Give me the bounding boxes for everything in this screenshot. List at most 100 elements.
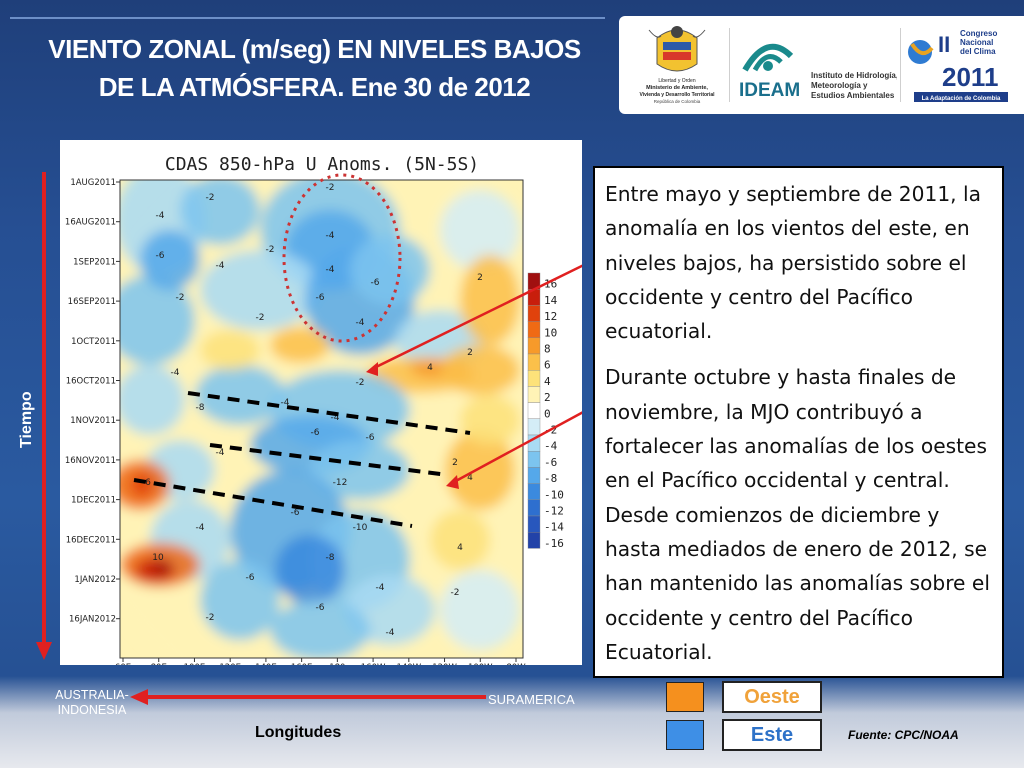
- anomaly-blob: [460, 395, 520, 445]
- anomaly-blob: [440, 190, 520, 270]
- logo-divider: [729, 28, 730, 102]
- chart-svg: CDAS 850-hPa U Anoms. (5N-5S) -2 -2 -4 -4 -2…: [65, 154, 582, 665]
- contour-label: -4: [171, 368, 180, 378]
- contour-label: 4: [467, 473, 473, 483]
- oeste-swatch: [666, 682, 704, 712]
- contour-label: -4: [216, 261, 225, 271]
- contour-label: -10: [353, 523, 368, 533]
- congress-year: 2011: [942, 62, 998, 92]
- ideam-line-1: Instituto de Hidrología,: [811, 71, 897, 80]
- bottom-band: [0, 676, 1024, 768]
- oeste-label: Oeste: [722, 681, 822, 713]
- contour-labels: -2-2-4-4-2-6-4 -4-6-6-2-2 -4242-4-2-4-4-8-…: [145, 183, 483, 638]
- y-tick-label: 1NOV2011: [70, 416, 116, 426]
- contour-label: 10: [152, 553, 164, 563]
- anomaly-blob: [200, 560, 280, 640]
- x-tick-label: 160E: [291, 663, 313, 665]
- colorbar-label: -8: [544, 472, 557, 485]
- title-line-1: VIENTO ZONAL (m/seg) EN NIVELES BAJOS: [48, 34, 581, 64]
- x-tick-label: 120E: [219, 663, 241, 665]
- contour-label: 2: [477, 273, 483, 283]
- colorbar-segment: [527, 467, 541, 484]
- ideam-logo: IDEAM Instituto de Hidrología, Meteorolo…: [737, 26, 898, 106]
- colorbar-label: -6: [544, 456, 557, 469]
- colorbar-label: -14: [544, 521, 564, 534]
- este-swatch: [666, 720, 704, 750]
- contour-label: -6: [371, 278, 380, 288]
- colorbar-segment: [527, 499, 541, 517]
- top-divider: [10, 17, 605, 19]
- gov-small-line-2: Ministerio de Ambiente,: [646, 85, 708, 91]
- colorbar-label: 8: [544, 343, 551, 356]
- contour-label: -6: [291, 508, 300, 518]
- congress-banner: La Adaptación de Colombia: [922, 96, 1001, 102]
- gov-small-line-1: Libertad y Orden: [658, 78, 695, 84]
- anomaly-blob: [460, 255, 520, 345]
- pointer-arrow-1: [373, 264, 582, 370]
- hovmoller-chart: CDAS 850-hPa U Anoms. (5N-5S) -2 -2 -4 -4 -2…: [60, 140, 582, 665]
- logo-divider: [900, 28, 901, 102]
- colorbar-segment: [527, 402, 541, 420]
- x-axis-ticks: 60E 80E 100E 120E 140E 160E 180 160W 140W 120W 100…: [115, 658, 526, 665]
- contour-label: 2: [467, 348, 473, 358]
- colorbar-label: 12: [544, 310, 557, 323]
- paragraph-1: Entre mayo y septiembre de 2011, la anom…: [605, 182, 981, 344]
- contour-label: -2: [266, 245, 275, 255]
- contour-label: -2: [206, 613, 215, 623]
- anomaly-blob: [310, 440, 410, 500]
- colorbar-segment: [527, 369, 541, 387]
- anomaly-blob: [270, 600, 370, 658]
- highlight-ellipse: [282, 173, 402, 343]
- anomaly-blob: [275, 535, 345, 605]
- contour-label: -4: [326, 231, 335, 241]
- colorbar-segment: [527, 337, 541, 355]
- x-tick-label: 80W: [506, 663, 526, 665]
- contour-label: 4: [427, 363, 433, 373]
- anomaly-blob: [200, 250, 320, 330]
- x-tick-label: 140W: [396, 663, 421, 665]
- contour-label: -2: [206, 193, 215, 203]
- contour-label: -6: [246, 573, 255, 583]
- contour-label: -2: [176, 293, 185, 303]
- contour-label: -8: [196, 403, 205, 413]
- y-tick-label: 16DEC2011: [66, 535, 116, 545]
- contour-label: -4: [216, 448, 225, 458]
- anomaly-blob: [120, 365, 185, 435]
- mjo-line-1: [187, 391, 471, 435]
- colorbar-segment: [527, 321, 541, 339]
- contour-label: -12: [333, 478, 348, 488]
- anomaly-blob: [445, 430, 515, 510]
- colorbar-segment: [527, 515, 541, 533]
- anomaly-blob: [180, 180, 260, 245]
- ideam-icon: IDEAM Instituto de Hidrología, Meteorolo…: [739, 43, 898, 101]
- colorbar-label: 10: [544, 326, 557, 339]
- anomaly-blob: [120, 275, 195, 365]
- anomaly-blob: [430, 510, 490, 570]
- chart-title: CDAS 850-hPa U Anoms. (5N-5S): [165, 154, 479, 175]
- colorbar-label: -16: [544, 537, 564, 550]
- x-tick-label: 120W: [432, 663, 457, 665]
- colorbar-label: 4: [544, 375, 551, 388]
- y-tick-label: 16JAN2012: [69, 615, 116, 625]
- colorbar-segment: [527, 305, 541, 322]
- anomaly-blob: [350, 235, 430, 305]
- x-tick-label: 100W: [468, 663, 493, 665]
- logos-panel: Libertad y Orden Ministerio de Ambiente,…: [619, 16, 1024, 114]
- colorbar-label: -4: [544, 440, 558, 453]
- contour-label: -4: [356, 318, 365, 328]
- contour-label: -8: [326, 553, 335, 563]
- anomaly-blob: [195, 365, 285, 425]
- contour-label: -4: [331, 413, 340, 423]
- source-label: Fuente: CPC/NOAA: [848, 728, 959, 742]
- x-tick-label: 80E: [151, 663, 167, 665]
- contour-label: 6: [145, 478, 151, 488]
- anomaly-blob: [440, 570, 520, 650]
- contour-label: -6: [311, 428, 320, 438]
- ideam-line-2: Meteorología y: [811, 81, 868, 90]
- contour-label: -2: [326, 183, 335, 193]
- australia-indonesia-label: AUSTRALIA-INDONESIA: [55, 688, 129, 717]
- congress-icon: II Congreso Nacional del Clima 2011 La A…: [908, 29, 1008, 102]
- anomaly-blob: [140, 230, 200, 290]
- ideam-name: IDEAM: [739, 80, 800, 101]
- contour-label: -6: [316, 293, 325, 303]
